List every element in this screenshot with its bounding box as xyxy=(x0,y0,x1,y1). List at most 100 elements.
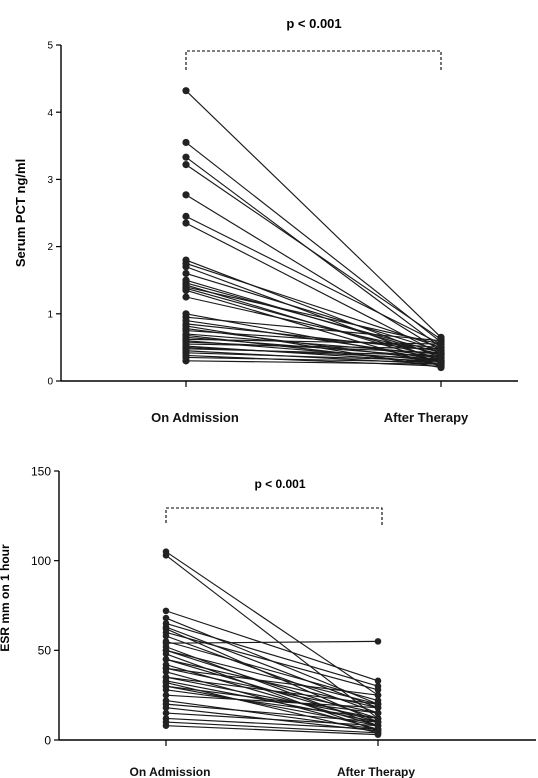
pct-pair-line xyxy=(185,330,442,348)
esr-after-therapy-point xyxy=(374,638,382,645)
pct-pair-line xyxy=(185,222,442,355)
esr-y-tick-label: 150 xyxy=(31,464,51,478)
pct-admission-point xyxy=(182,263,190,271)
esr-pair-line xyxy=(165,635,379,714)
esr-y-tick-label: 50 xyxy=(38,644,52,658)
esr-pair-line xyxy=(165,685,379,714)
esr-pair-line xyxy=(165,622,379,687)
pct-pair-line xyxy=(185,194,442,352)
pct-pair-line xyxy=(185,343,442,350)
pct-y-tick-label: 4 xyxy=(47,108,53,119)
esr-p-value: p < 0.001 xyxy=(254,477,305,491)
esr-panel: p < 0.001 0 50 100 150 On Admission After T… xyxy=(0,464,536,778)
esr-pair-line xyxy=(165,640,379,644)
esr-category-admission: On Admission xyxy=(130,765,211,778)
pct-after-therapy-point xyxy=(437,351,445,360)
pct-category-after: After Therapy xyxy=(384,410,469,425)
esr-admission-point xyxy=(162,656,170,663)
esr-after-therapy-point xyxy=(374,686,382,694)
esr-pair-line xyxy=(165,717,379,730)
pct-pair-line xyxy=(185,354,442,367)
pct-admission-point xyxy=(182,161,190,169)
esr-after-therapy-point xyxy=(374,704,382,712)
esr-after-therapy-point xyxy=(374,709,382,717)
pct-pair-line xyxy=(185,348,442,357)
pct-y-tick-label: 5 xyxy=(47,41,53,52)
esr-admission-point xyxy=(162,632,170,640)
pct-p-value: p < 0.001 xyxy=(286,16,341,31)
pct-admission-point xyxy=(182,153,190,161)
pct-pair-line xyxy=(185,356,442,363)
pct-pair-line xyxy=(185,90,442,338)
esr-paired-lines xyxy=(162,548,382,738)
esr-pair-line xyxy=(165,649,379,720)
pct-pair-line xyxy=(185,316,442,342)
pct-paired-lines xyxy=(182,87,445,372)
esr-admission-point xyxy=(162,607,170,615)
esr-y-tick-label: 100 xyxy=(31,554,51,568)
pct-pair-line xyxy=(185,141,442,343)
pct-y-tick-label: 1 xyxy=(47,309,53,320)
pct-admission-point xyxy=(182,269,190,278)
esr-pair-line xyxy=(165,676,379,705)
pct-admission-point xyxy=(182,191,190,199)
esr-pair-line xyxy=(165,626,379,709)
esr-pair-line xyxy=(165,694,379,709)
pct-admission-point xyxy=(182,286,190,294)
pct-pair-line xyxy=(185,215,442,345)
esr-category-after: After Therapy xyxy=(337,765,415,778)
esr-admission-point xyxy=(162,704,170,712)
pct-pair-line xyxy=(185,323,442,352)
pct-category-admission: On Admission xyxy=(151,410,239,425)
pct-pair-line xyxy=(185,262,442,348)
esr-pair-line xyxy=(165,703,379,723)
esr-pair-line xyxy=(165,699,379,730)
esr-pair-line xyxy=(165,667,379,696)
esr-pair-line xyxy=(165,653,379,732)
esr-pair-line xyxy=(165,649,379,705)
pct-pair-line xyxy=(185,164,442,340)
pct-admission-point xyxy=(182,87,190,95)
esr-admission-point xyxy=(162,650,170,658)
esr-after-therapy-point xyxy=(374,731,382,738)
pct-pair-line xyxy=(185,341,442,354)
pct-y-tick-label: 3 xyxy=(47,175,53,186)
esr-pair-line xyxy=(165,725,379,736)
pct-pair-line xyxy=(185,360,442,365)
esr-significance-bracket xyxy=(165,507,383,525)
esr-after-therapy-point xyxy=(374,691,382,699)
pct-admission-point xyxy=(182,357,190,365)
esr-admission-point xyxy=(162,709,170,717)
pct-y-ticks: 0 1 2 3 4 5 xyxy=(47,41,61,388)
pct-y-axis-label: Serum PCT ng/ml xyxy=(13,159,28,267)
esr-pair-line xyxy=(165,721,379,734)
esr-pair-line xyxy=(165,712,379,727)
esr-pair-line xyxy=(165,676,379,720)
esr-pair-line xyxy=(165,610,379,682)
esr-pair-line xyxy=(165,689,379,720)
pct-admission-point xyxy=(182,212,190,220)
pct-pair-line xyxy=(185,287,442,360)
pct-pair-line xyxy=(185,282,442,354)
esr-pair-line xyxy=(165,551,379,696)
pct-pair-line xyxy=(185,338,442,345)
pct-panel: p < 0.001 0 1 2 3 4 5 On Admission After Ther… xyxy=(13,16,518,425)
esr-admission-point xyxy=(162,691,170,699)
pct-y-tick-label: 2 xyxy=(47,242,53,253)
esr-pair-line xyxy=(165,646,379,727)
esr-y-ticks: 0 50 100 150 xyxy=(31,464,59,747)
esr-admission-point xyxy=(162,668,170,676)
esr-admission-point xyxy=(162,614,170,622)
pct-pair-line xyxy=(185,272,442,352)
esr-y-axis-label: ESR mm on 1 hour xyxy=(0,544,12,652)
esr-pair-line xyxy=(165,631,379,691)
esr-y-tick-label: 0 xyxy=(44,733,51,747)
pct-pair-line xyxy=(185,286,442,345)
pct-admission-point xyxy=(182,293,190,301)
pct-y-tick-label: 0 xyxy=(47,377,53,388)
esr-admission-point xyxy=(162,551,170,559)
esr-admission-point xyxy=(162,686,170,694)
esr-pair-line xyxy=(165,554,379,719)
pct-admission-point xyxy=(182,219,190,227)
pct-significance-bracket xyxy=(185,50,442,72)
